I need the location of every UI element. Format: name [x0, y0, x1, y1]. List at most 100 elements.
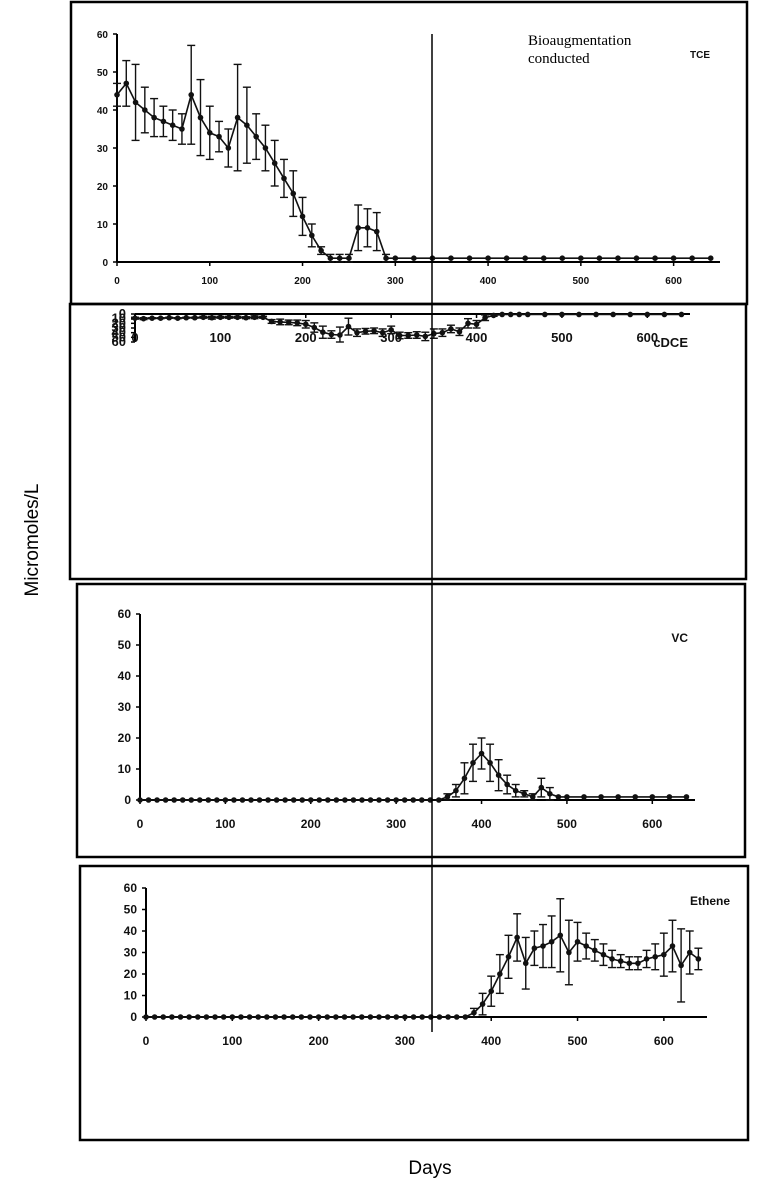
x-tick-label: 400	[466, 330, 488, 345]
data-point	[162, 797, 169, 803]
x-tick-label: 100	[201, 276, 218, 287]
data-point	[644, 311, 651, 318]
series-line	[116, 81, 711, 260]
data-point	[470, 760, 476, 766]
x-tick-label: 200	[301, 817, 321, 831]
panel-title: Ethene	[690, 894, 730, 908]
x-tick-label: 600	[665, 276, 682, 287]
data-point	[376, 797, 382, 803]
data-point	[683, 794, 690, 800]
data-point	[229, 1014, 236, 1020]
data-point	[342, 797, 348, 803]
x-tick-label: 600	[654, 1034, 674, 1048]
data-point	[225, 145, 232, 151]
data-point	[610, 311, 616, 318]
data-point	[512, 787, 519, 794]
data-point	[200, 314, 207, 321]
data-point	[478, 750, 485, 757]
data-point	[566, 949, 572, 956]
data-point	[183, 314, 190, 321]
annotation-line-1: Bioaugmentation	[528, 33, 632, 49]
data-point	[271, 160, 278, 166]
data-point	[160, 1014, 167, 1020]
annotation-line-2: conducted	[528, 51, 590, 67]
data-point	[179, 797, 186, 803]
data-point	[114, 92, 120, 98]
data-point	[652, 954, 659, 960]
data-point	[320, 329, 326, 336]
data-point	[137, 797, 143, 803]
data-point	[609, 956, 615, 962]
y-tick-label: 60	[112, 334, 126, 349]
y-tick-label: 60	[97, 30, 109, 41]
data-point	[212, 1014, 218, 1020]
x-tick-label: 600	[636, 330, 658, 345]
y-tick-label: 20	[118, 731, 132, 745]
data-point	[419, 1014, 425, 1020]
series-line	[140, 752, 687, 801]
data-point	[186, 1014, 192, 1020]
data-point	[514, 934, 520, 941]
data-point	[471, 1009, 477, 1016]
data-point	[669, 943, 676, 949]
data-point	[392, 255, 399, 261]
y-tick-label: 60	[124, 881, 138, 895]
data-point	[542, 311, 548, 318]
data-point	[142, 107, 148, 113]
data-point	[615, 794, 621, 800]
data-point	[220, 1014, 227, 1020]
y-tick-label: 40	[112, 325, 126, 340]
data-point	[453, 787, 459, 794]
data-point	[559, 311, 565, 318]
data-point	[547, 791, 553, 797]
data-point	[371, 328, 377, 334]
data-point	[666, 794, 673, 800]
x-tick-label: 300	[395, 1034, 415, 1048]
data-point	[255, 1014, 261, 1020]
data-point	[149, 315, 155, 322]
data-point	[617, 958, 624, 964]
data-point	[453, 1014, 460, 1020]
y-tick-label: 30	[112, 320, 126, 335]
data-point	[488, 988, 495, 994]
data-point	[154, 797, 160, 803]
data-point	[174, 315, 181, 322]
x-tick-label: 0	[143, 1034, 150, 1048]
data-point	[439, 329, 446, 336]
x-tick-label: 500	[557, 817, 577, 831]
data-point	[548, 938, 555, 945]
data-point	[179, 126, 185, 132]
data-point	[273, 797, 280, 803]
data-point	[596, 255, 603, 261]
series-line	[146, 934, 699, 1018]
data-point	[188, 797, 195, 803]
data-point	[686, 949, 693, 956]
data-point	[393, 1014, 400, 1020]
data-point	[350, 797, 357, 803]
data-point	[436, 797, 442, 803]
data-point	[350, 1014, 356, 1020]
data-point	[473, 321, 480, 328]
data-point	[396, 332, 403, 339]
data-point	[379, 329, 386, 336]
y-tick-label: 20	[112, 315, 126, 330]
x-tick-label: 200	[295, 330, 317, 345]
panel-frame	[78, 864, 750, 1142]
data-point	[234, 114, 241, 121]
data-point	[289, 1014, 296, 1020]
panel-title: TCE	[690, 50, 710, 61]
data-point	[169, 122, 176, 128]
data-point	[707, 255, 714, 261]
data-point	[695, 956, 702, 962]
data-point	[217, 314, 224, 321]
data-point	[402, 1014, 408, 1020]
data-point	[251, 314, 258, 321]
x-tick-label: 0	[137, 817, 144, 831]
data-point	[281, 1014, 287, 1020]
data-point	[307, 797, 314, 803]
data-point	[346, 255, 352, 261]
data-point	[384, 1014, 391, 1020]
